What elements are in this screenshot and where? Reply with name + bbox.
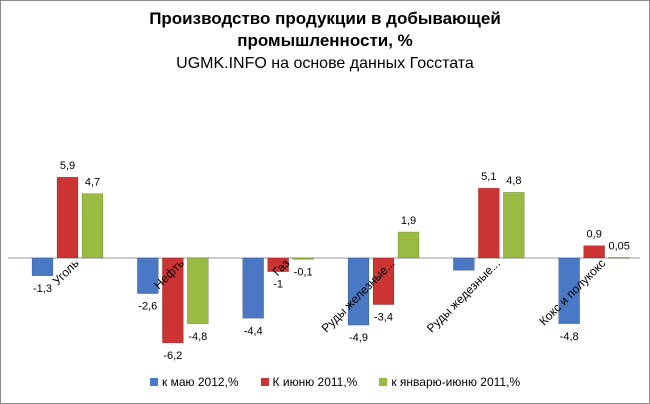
legend-label-series1: к маю 2012,% — [162, 375, 239, 389]
data-label-s1-6: -4,8 — [560, 331, 579, 343]
bar-s1-4 — [347, 257, 370, 326]
legend-item-series2: К июню 2011,% — [260, 375, 358, 389]
data-label-s2-3: -1 — [273, 279, 283, 291]
bar-s2-3 — [267, 257, 289, 272]
legend: к маю 2012,% К июню 2011,% к январю-июню… — [150, 375, 520, 389]
legend-label-series3: к январю-июню 2011,% — [391, 375, 521, 389]
bar-s2-1 — [56, 176, 79, 259]
bar-s1-2 — [137, 257, 159, 294]
data-label-s2-6: 0,9 — [587, 229, 602, 241]
bar-s1-3 — [242, 257, 264, 319]
bar-s3-6 — [608, 257, 630, 259]
data-label-s3-3: -0,1 — [294, 266, 313, 278]
chart-title-line1: Производство продукции в добывающей — [149, 9, 501, 28]
data-label-s1-1: -1,3 — [33, 283, 52, 295]
legend-swatch-series1 — [150, 378, 158, 386]
legend-label-series2: К июню 2011,% — [272, 375, 358, 389]
category-label-1: Уголь — [50, 256, 82, 288]
bar-s2-2 — [162, 257, 184, 344]
bar-s2-4 — [372, 257, 395, 305]
data-label-s3-4: 1,9 — [401, 215, 416, 227]
data-label-s1-2: -2,6 — [138, 301, 157, 313]
bar-s1-5 — [453, 257, 475, 271]
bar-s3-3 — [292, 257, 314, 260]
data-label-s1-3: -4,4 — [244, 325, 263, 337]
legend-item-series1: к маю 2012,% — [150, 375, 239, 389]
bar-s3-1 — [81, 193, 104, 259]
data-label-s2-1: 5,9 — [60, 160, 75, 172]
bar-s3-4 — [397, 231, 420, 259]
legend-item-series3: к январю-июню 2011,% — [379, 375, 520, 389]
data-label-s3-1: 4,7 — [85, 177, 100, 189]
data-label-s3-2: -4,8 — [188, 331, 207, 343]
data-label-s1-4: -4,9 — [349, 332, 368, 344]
bar-s3-2 — [187, 257, 209, 325]
bar-s2-6 — [583, 245, 605, 259]
data-label-s2-2: -6,2 — [163, 350, 182, 362]
bar-s1-6 — [558, 257, 580, 325]
chart-title-line2: промышленности, % — [237, 31, 413, 50]
chart-subtitle: UGMK.INFO на основе данных Госстата — [176, 55, 474, 72]
legend-swatch-series2 — [260, 378, 269, 386]
bar-s1-1 — [31, 257, 54, 277]
bar-s3-5 — [503, 191, 525, 259]
data-label-s2-5: 5,1 — [481, 171, 496, 183]
data-label-s3-5: 4,8 — [506, 175, 521, 187]
data-label-s3-6: 0,05 — [608, 240, 629, 252]
legend-swatch-series3 — [379, 378, 388, 386]
bar-s2-5 — [478, 187, 500, 259]
data-label-s2-4: -3,4 — [374, 312, 393, 324]
